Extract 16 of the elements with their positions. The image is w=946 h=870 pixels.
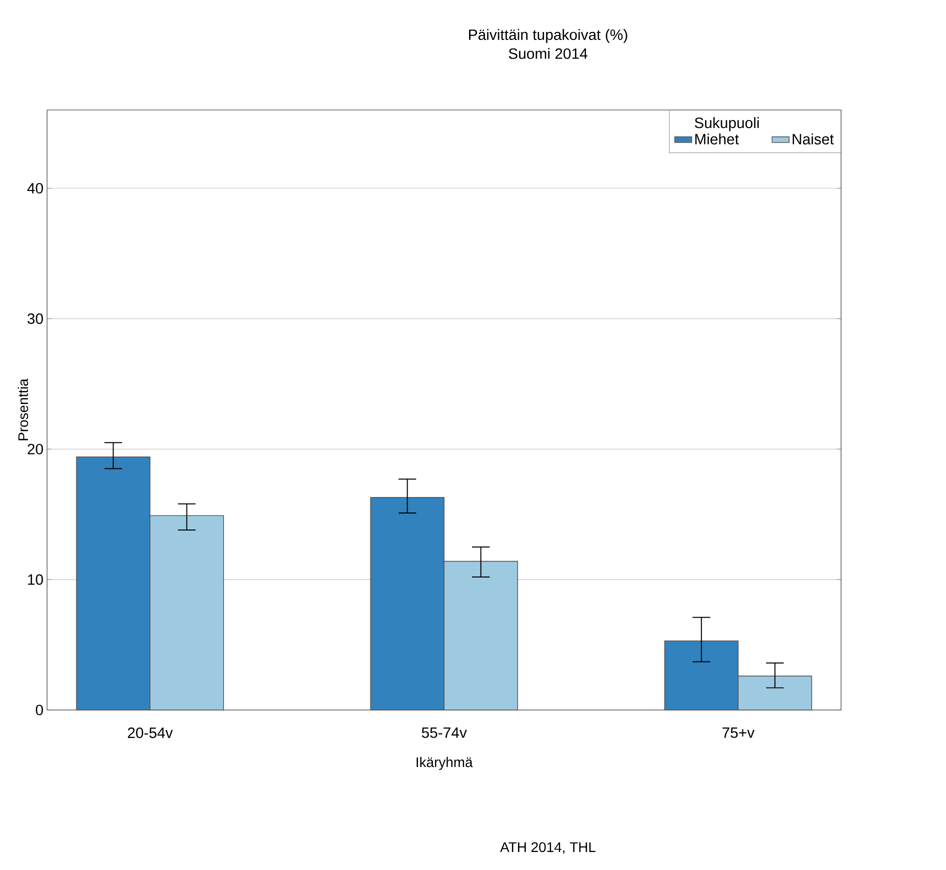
legend-label: Naiset <box>792 133 834 144</box>
y-tick-label: 10 <box>28 574 43 585</box>
y-tick-label: 40 <box>27 182 43 194</box>
y-tick-label: 0 <box>36 704 43 716</box>
x-tick-label: 75+v <box>722 728 755 738</box>
chart-subtitle: Suomi 2014 <box>508 48 588 59</box>
x-tick-label: 20-54v <box>128 728 173 738</box>
chart-title: Päivittäin tupakoivat (%) <box>469 29 628 43</box>
text: ATH 2014, THL <box>500 842 596 854</box>
y-axis-title: Prosenttia <box>18 378 28 440</box>
x-axis-title: Ikäryhmä <box>416 756 473 770</box>
legend-label: Miehet <box>695 133 739 144</box>
y-tick-label: 20 <box>28 444 43 454</box>
x-tick-label: 55-74v <box>422 728 467 738</box>
y-tick-label: 30 <box>28 313 43 324</box>
legend-title: Sukupuoli <box>694 117 759 132</box>
